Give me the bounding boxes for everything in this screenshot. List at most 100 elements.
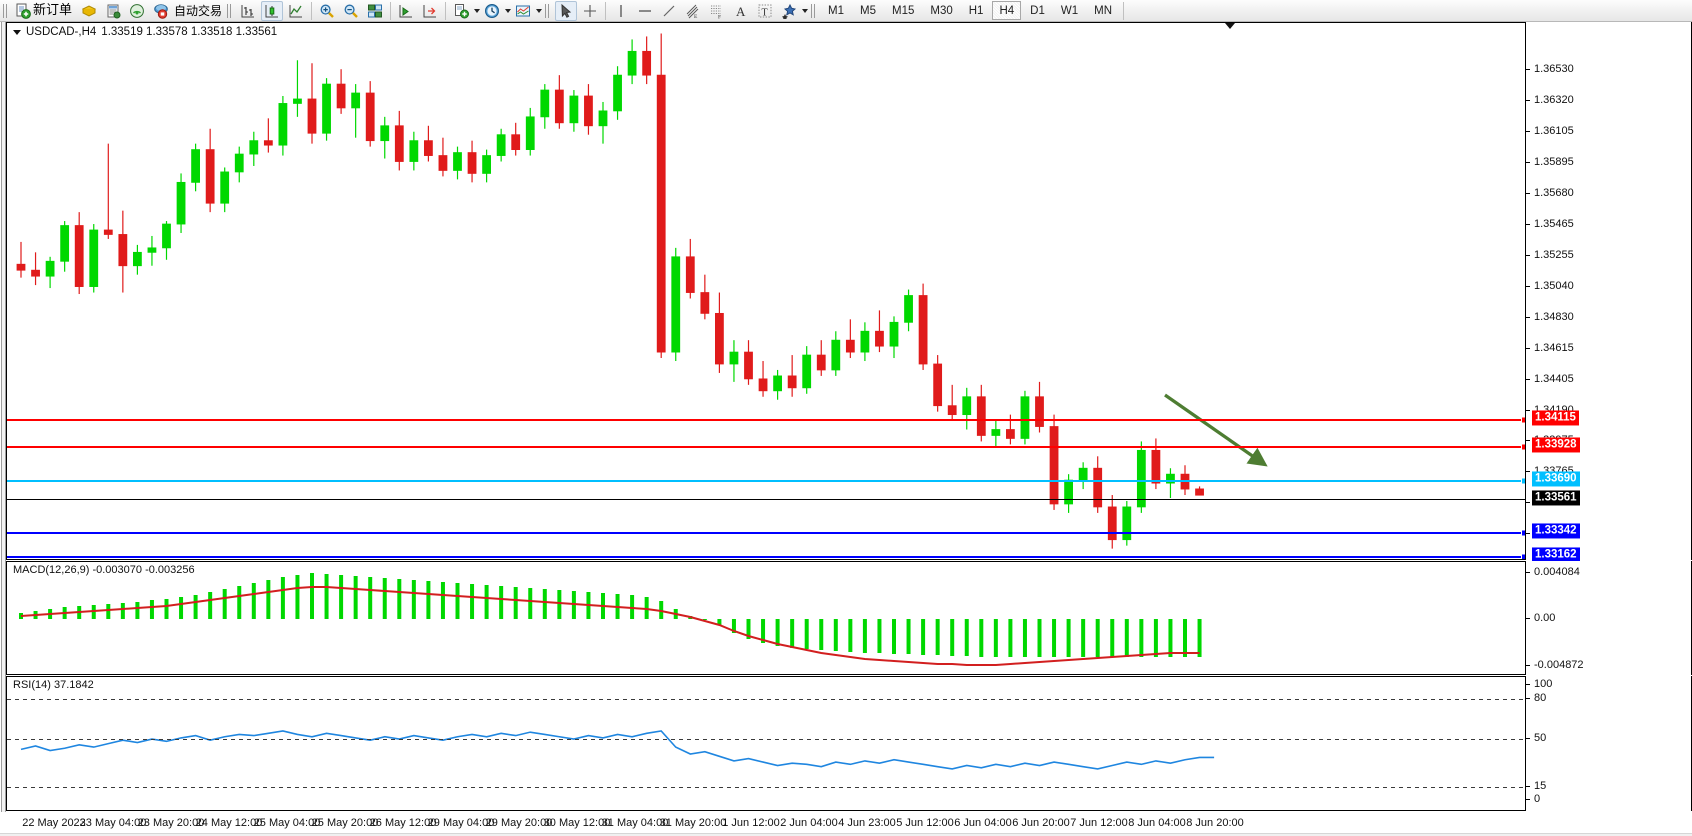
fibonacci-button[interactable]: F (706, 1, 728, 21)
timeframe-m1[interactable]: M1 (828, 4, 845, 17)
main-toolbar: 新订单 自动交易 (0, 0, 1692, 22)
periods-button[interactable] (481, 1, 503, 21)
support-1-tag[interactable]: 1.33342 (1532, 523, 1580, 539)
zoom-in-button[interactable] (316, 1, 338, 21)
fibonacci-icon: F (711, 5, 721, 19)
rsi-plot[interactable] (7, 677, 1525, 810)
text-button[interactable]: A (730, 1, 752, 21)
support-2-line[interactable] (7, 556, 1525, 558)
timeframe-d1[interactable]: D1 (1030, 4, 1045, 17)
toolbar-grip-2[interactable] (227, 1, 234, 20)
periods-dropdown-caret[interactable] (505, 8, 512, 13)
macd-plot[interactable] (7, 562, 1525, 674)
support-1-line[interactable] (7, 532, 1525, 534)
data-window-button[interactable] (102, 1, 124, 21)
resistance-2-line[interactable] (7, 446, 1525, 448)
rsi-title: RSI(14) 37.1842 (13, 679, 94, 691)
symbol-name: USDCAD-,H4 (26, 26, 97, 38)
new-order-button[interactable]: 新订单 (13, 1, 76, 21)
cyan-level-line[interactable] (7, 480, 1525, 482)
cyan-level-anchor[interactable] (1521, 477, 1525, 485)
chart-left-rail (0, 22, 10, 812)
price-axis-tick (1526, 162, 1530, 163)
shapes-button[interactable] (778, 1, 800, 21)
rsi-axis[interactable]: 100 80 50 15 0 (1525, 676, 1691, 811)
rsi-pane[interactable]: RSI(14) 37.1842 100 80 50 15 0 (6, 676, 1692, 811)
support-1-anchor[interactable] (1521, 529, 1525, 537)
toolbar-separator (311, 1, 313, 20)
signals-button[interactable] (126, 1, 148, 21)
symbol-info-bar[interactable]: USDCAD-,H4 1.33519 1.33578 1.33518 1.335… (13, 26, 277, 38)
timeframe-h1[interactable]: H1 (968, 4, 984, 17)
candlestick-chart-button[interactable] (261, 0, 284, 21)
tile-windows-button[interactable] (364, 1, 386, 21)
rsi-axis-tick (1526, 738, 1530, 739)
shapes-icon (782, 3, 797, 19)
rsi-level-50 (7, 739, 1525, 740)
time-axis-label: 4 Jun 23:00 (838, 817, 896, 829)
price-plot[interactable] (7, 23, 1525, 559)
time-axis-label: 6 Jun 20:00 (1012, 817, 1070, 829)
chevron-down-icon[interactable] (13, 29, 21, 35)
auto-scroll-icon (423, 4, 437, 17)
price-axis-tick (1526, 100, 1530, 101)
support-2-anchor[interactable] (1521, 553, 1525, 559)
crosshair-button[interactable] (579, 1, 601, 21)
timeframe-m15[interactable]: M15 (892, 4, 915, 17)
toolbar-grip[interactable] (3, 1, 9, 20)
horizontal-line-button[interactable] (634, 1, 656, 21)
templates-dropdown-caret[interactable] (536, 8, 543, 13)
cyan-level-tag[interactable]: 1.33690 (1532, 471, 1580, 487)
vertical-line-button[interactable] (610, 1, 632, 21)
equidistant-channel-button[interactable]: E (682, 1, 704, 21)
toolbar-grip-3[interactable] (545, 1, 552, 20)
resistance-1-line[interactable] (7, 419, 1525, 421)
shift-end-button[interactable] (395, 1, 417, 21)
text-label-button[interactable]: T (754, 1, 776, 21)
timeframe-h4[interactable]: H4 (992, 1, 1022, 20)
time-axis[interactable]: 22 May 2023 23 May 04:00 23 May 20:00 24 Ma… (12, 812, 1692, 836)
price-pane[interactable]: USDCAD-,H4 1.33519 1.33578 1.33518 1.335… (6, 22, 1692, 570)
current-price-tag[interactable]: 1.33561 (1532, 490, 1580, 506)
toolbar-grip-4[interactable] (811, 1, 818, 20)
rsi-axis-label: 50 (1534, 732, 1547, 744)
timeframe-mn[interactable]: MN (1094, 4, 1112, 17)
time-axis-label: 30 May 12:00 (543, 817, 611, 829)
indicators-dropdown-caret[interactable] (474, 8, 481, 13)
timeframe-m30[interactable]: M30 (930, 4, 953, 17)
macd-series (19, 573, 1202, 666)
resistance-2-tag[interactable]: 1.33928 (1532, 437, 1580, 453)
auto-trading-button[interactable] (150, 1, 172, 21)
resistance-1-anchor[interactable] (1521, 416, 1525, 424)
macd-axis-tick (1526, 618, 1530, 619)
bar-chart-icon (241, 4, 255, 17)
rsi-axis-tick (1526, 684, 1530, 685)
line-chart-button[interactable] (285, 1, 307, 21)
zoom-out-icon (344, 4, 358, 18)
expert-advisors-button[interactable] (78, 1, 100, 21)
timeframe-m5[interactable]: M5 (860, 4, 876, 17)
resistance-2-anchor[interactable] (1521, 443, 1525, 451)
templates-icon (516, 5, 531, 16)
price-candles (16, 33, 1204, 549)
support-2-tag[interactable]: 1.33162 (1532, 547, 1580, 563)
zoom-out-button[interactable] (340, 1, 362, 21)
macd-axis[interactable]: 0.004084 0.00 -0.004872 (1525, 561, 1691, 675)
cursor-button[interactable] (555, 0, 578, 21)
indicators-button[interactable] (450, 1, 472, 21)
time-axis-label: 25 May 20:00 (311, 817, 379, 829)
down-arrow-annotation[interactable] (7, 23, 1525, 559)
rsi-axis-tick (1526, 799, 1530, 800)
chart-period-separator-marker (1225, 23, 1235, 29)
auto-scroll-button[interactable] (419, 1, 441, 21)
rsi-series (20, 730, 1215, 770)
rsi-axis-label: 80 (1534, 692, 1547, 704)
macd-pane[interactable]: MACD(12,26,9) -0.003070 -0.003256 0.0040… (6, 561, 1692, 675)
timeframe-w1[interactable]: W1 (1060, 4, 1079, 17)
shapes-dropdown-caret[interactable] (802, 8, 809, 13)
trendline-button[interactable] (658, 1, 680, 21)
price-axis[interactable]: 1.36530 1.36320 1.36105 1.35895 1.35680 1.354… (1525, 22, 1691, 570)
resistance-1-tag[interactable]: 1.34115 (1532, 410, 1579, 426)
bar-chart-button[interactable] (237, 1, 259, 21)
templates-button[interactable] (512, 1, 534, 21)
